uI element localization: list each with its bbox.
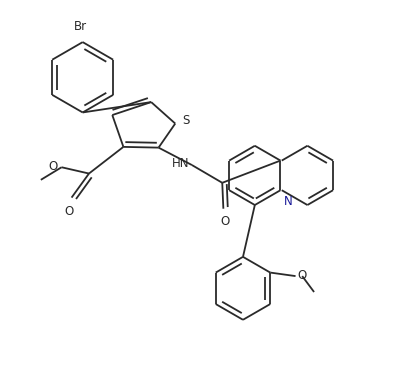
Text: O: O — [220, 215, 229, 228]
Text: Br: Br — [74, 20, 87, 33]
Text: O: O — [64, 205, 73, 218]
Text: N: N — [284, 195, 292, 208]
Text: HN: HN — [172, 157, 189, 170]
Text: O: O — [297, 269, 306, 282]
Text: S: S — [181, 114, 189, 127]
Text: O: O — [48, 160, 57, 173]
